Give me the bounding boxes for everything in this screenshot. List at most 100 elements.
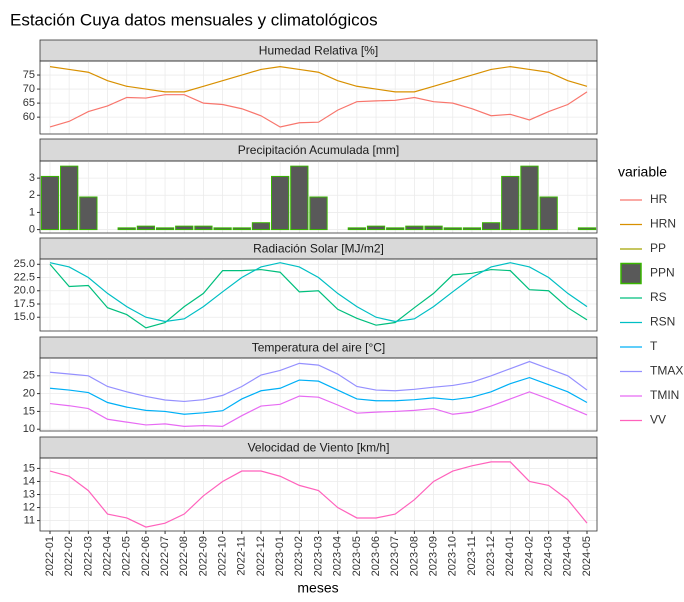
x-tick-label: 2023-03 [312,536,324,576]
y-tick-label: 17.5 [14,298,35,310]
x-axis-title: meses [297,580,338,596]
legend-label: PPN [650,266,675,280]
x-tick-label: 2024-04 [562,536,574,576]
bar [194,225,213,231]
strip-label: Humedad Relativa [%] [259,44,378,58]
legend-title: variable [618,164,667,180]
x-tick-label: 2024-03 [543,536,555,576]
bar [520,165,539,231]
y-tick-label: 22.5 [14,271,35,283]
bar [462,227,482,231]
x-tick-label: 2022-02 [63,536,75,576]
y-tick-label: 14 [23,475,35,487]
legend-label: HRN [650,217,676,231]
x-tick-label: 2023-02 [293,536,305,576]
x-tick-label: 2023-09 [427,536,439,576]
x-tick-label: 2022-06 [140,536,152,576]
bar [232,227,251,231]
legend-label: HR [650,192,668,206]
x-tick-label: 2022-04 [101,536,113,576]
x-tick-label: 2022-11 [236,536,248,576]
bar [60,165,79,231]
bar [251,222,271,231]
y-tick-label: 65 [23,97,35,109]
line [49,360,588,403]
y-tick-label: 0 [29,223,35,235]
line [49,263,588,329]
bar [175,225,194,231]
x-tick-label: 2023-08 [408,536,420,576]
x-tick-label: 2022-08 [178,536,190,576]
x-tick-label: 2023-06 [370,536,382,576]
y-tick-label: 25 [23,370,35,382]
y-tick-label: 15 [23,462,35,474]
bar [79,196,98,231]
x-tick-label: 2022-12 [255,536,267,576]
x-tick-label: 2022-09 [197,536,209,576]
legend-label: RS [650,290,667,304]
strip-label: Temperatura del aire [°C] [252,341,386,355]
bar [501,175,520,231]
y-tick-label: 1 [29,206,35,218]
x-tick-label: 2022-05 [121,536,133,576]
bar [366,225,386,231]
x-tick-label: 2022-03 [82,536,94,576]
x-tick-label: 2024-05 [581,536,593,576]
x-tick-label: 2023-07 [389,536,401,576]
y-tick-label: 2 [29,189,35,201]
bar [290,165,309,231]
bar [213,227,232,231]
bar [117,227,136,231]
line [49,391,588,427]
bar [481,222,501,231]
bar [424,225,443,231]
y-tick-label: 20 [23,388,35,400]
bar [271,175,290,231]
x-tick-label: 2023-11 [466,536,478,576]
line [49,376,588,415]
y-tick-label: 75 [23,69,35,81]
x-tick-label: 2023-12 [485,536,497,576]
legend-key [620,262,642,285]
legend-label: T [650,339,658,353]
x-tick-label: 2024-01 [504,536,516,576]
strip-label: Precipitación Acumulada [mm] [238,143,399,157]
x-tick-label: 2023-10 [447,536,459,576]
x-tick-label: 2022-10 [217,536,229,576]
line [49,66,588,93]
line [49,91,588,128]
x-tick-label: 2024-02 [523,536,535,576]
bar [577,227,597,231]
y-tick-label: 11 [24,514,35,526]
bar [309,196,328,231]
legend-label: RSN [650,315,675,329]
panel-border [39,60,598,135]
bar [155,227,175,231]
panel-border [39,258,598,332]
y-tick-label: 60 [23,111,35,123]
x-tick-label: 2023-04 [332,536,344,576]
bar [40,175,60,231]
bar [539,196,558,231]
bar [136,225,156,231]
y-tick-label: 3 [29,172,35,184]
y-tick-label: 12 [23,501,35,513]
bar [347,227,366,231]
legend-label: TMAX [650,364,683,378]
x-tick-label: 2022-01 [44,536,56,576]
strip-label: Velocidad de Viento [km/h] [248,441,390,455]
y-tick-label: 25.0 [14,258,35,270]
y-tick-label: 15.0 [14,311,35,323]
x-tick-label: 2022-07 [159,536,171,576]
line [49,461,588,528]
strip-label: Radiación Solar [MJ/m2] [253,242,384,256]
line [49,262,588,323]
legend-label: PP [650,241,666,255]
y-tick-label: 15 [23,405,35,417]
panel-border [39,160,598,234]
y-tick-label: 20.0 [14,285,35,297]
x-tick-label: 2023-05 [351,536,363,576]
y-tick-label: 10 [23,423,35,435]
